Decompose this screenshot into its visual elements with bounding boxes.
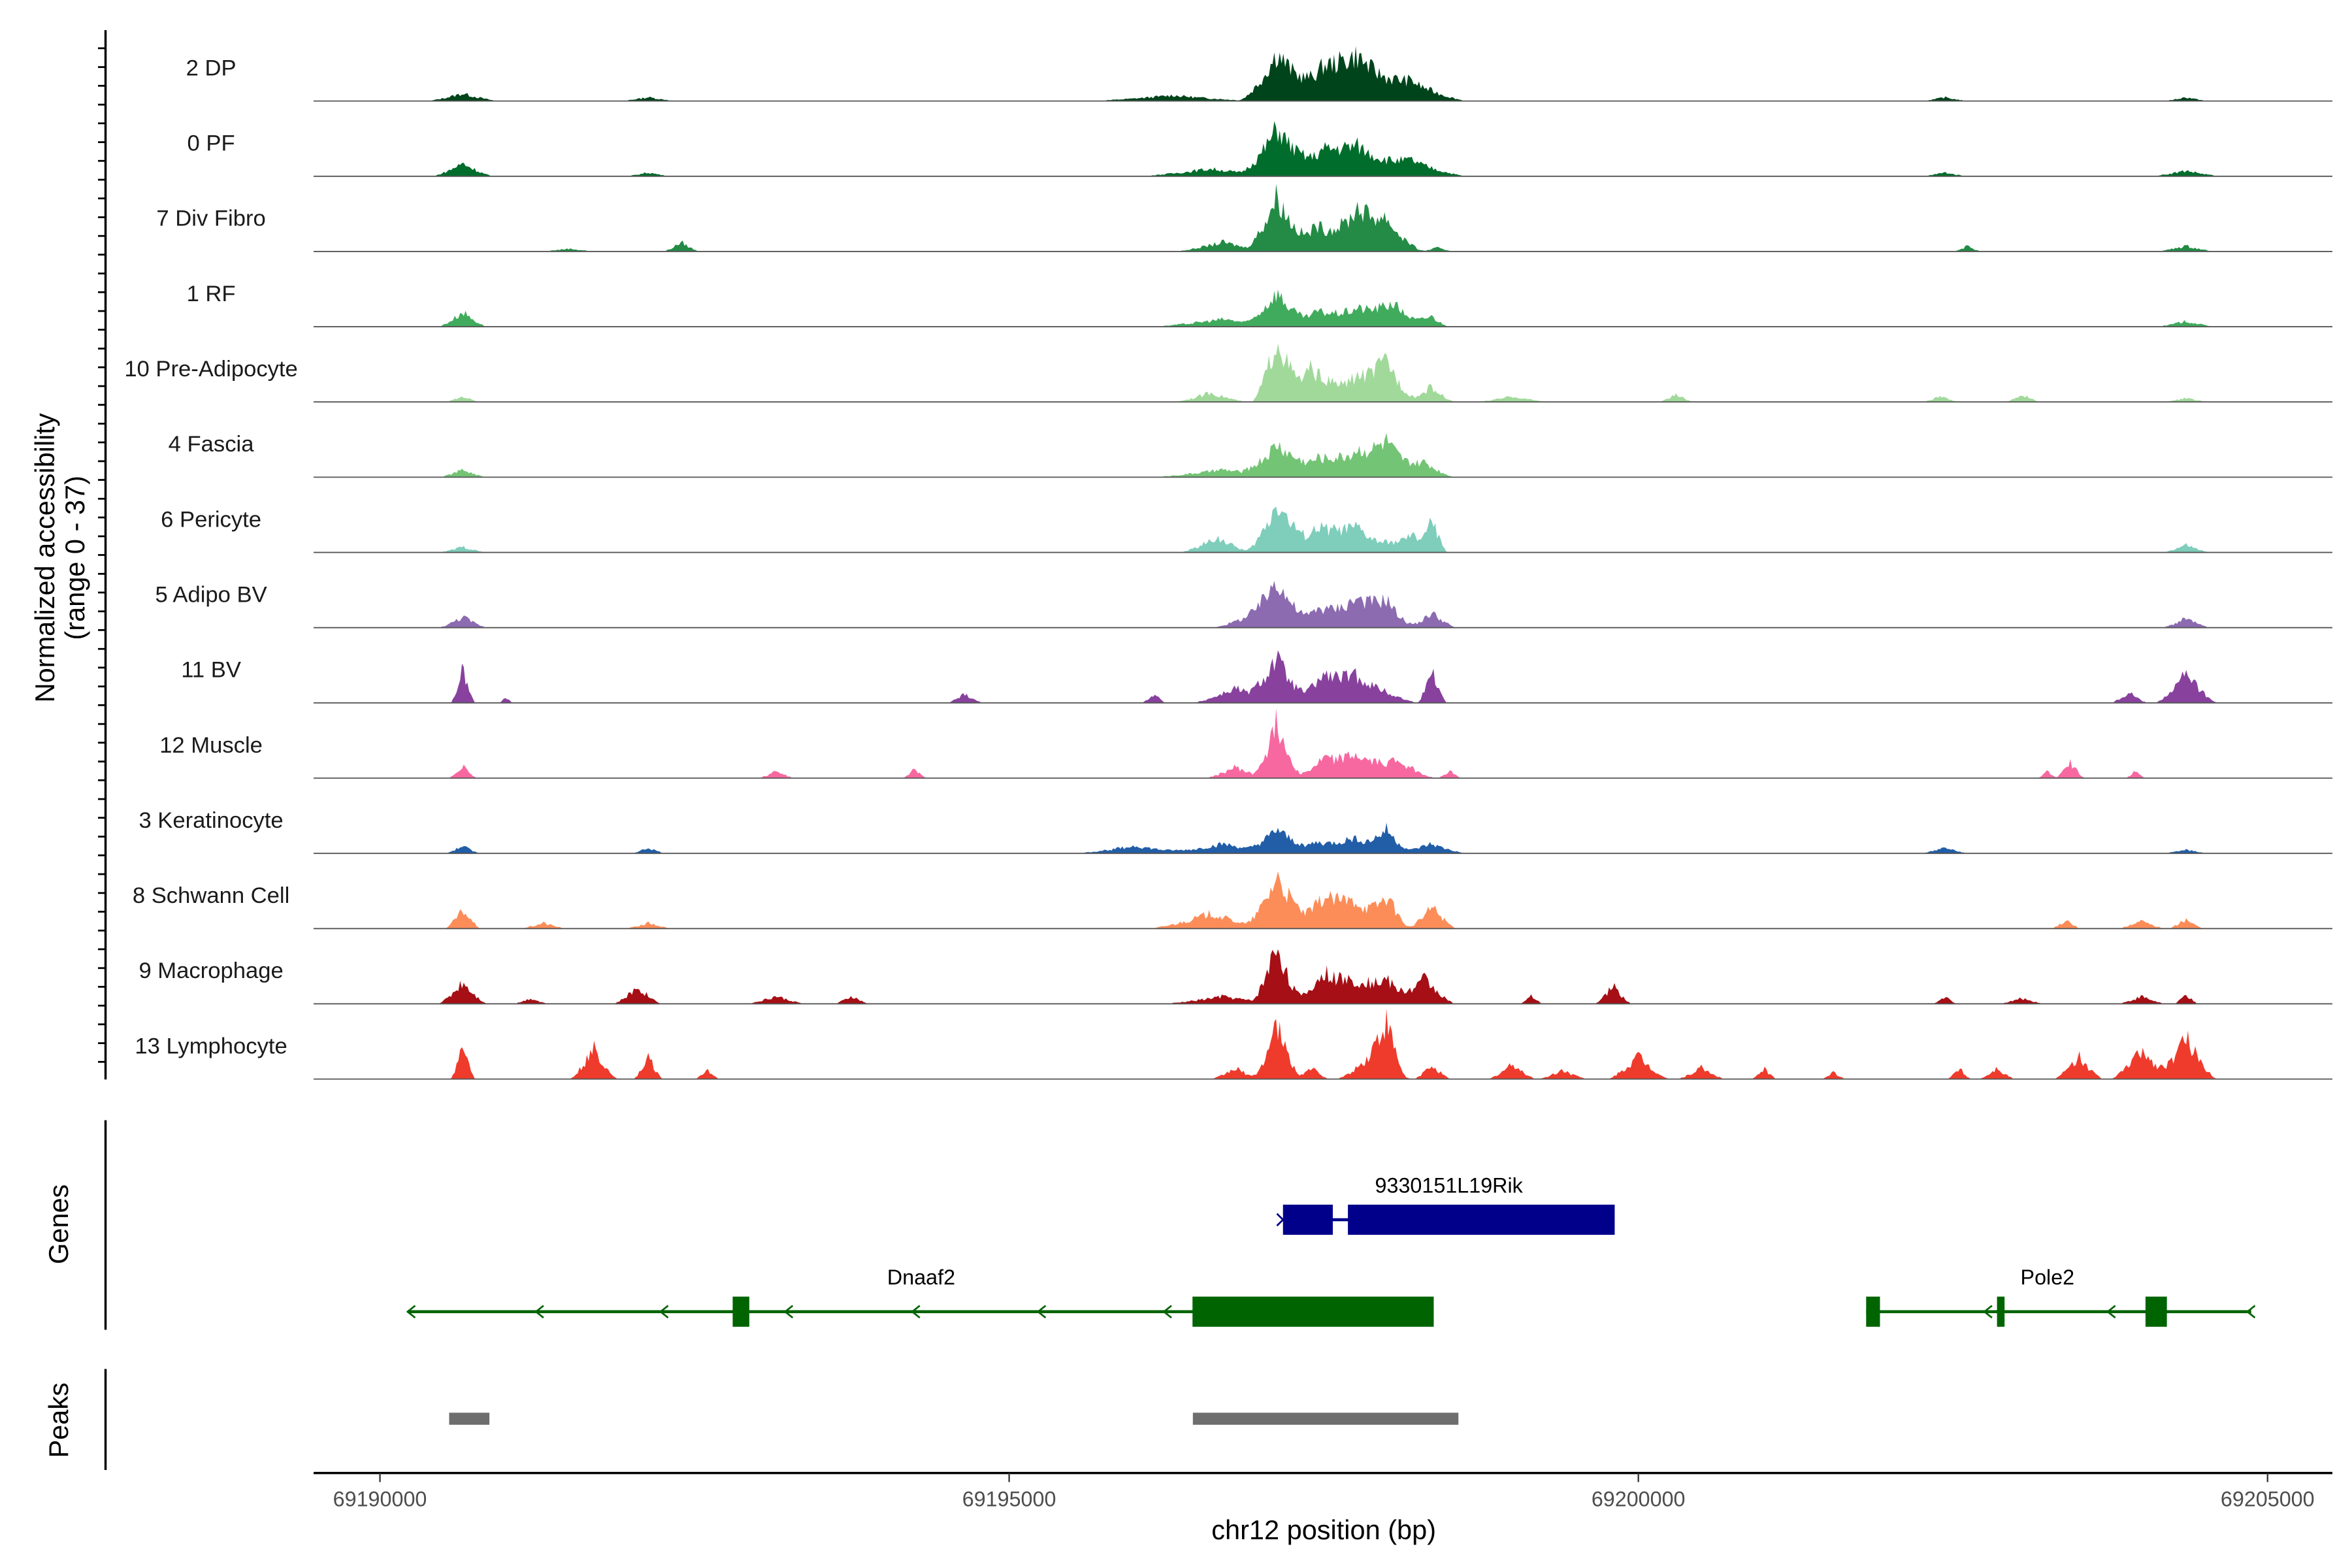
track-label: 5 Adipo BV (155, 582, 267, 607)
track-0-pf: 0 PF (188, 121, 2332, 177)
y-axis-range: (range 0 - 37) (59, 476, 90, 640)
x-tick-label: 69205000 (2221, 1487, 2315, 1511)
x-tick-label: 69190000 (333, 1487, 427, 1511)
track-4-fascia: 4 Fascia (169, 432, 2332, 478)
y-axis-ticks (98, 47, 106, 1063)
coverage-area (314, 121, 2332, 176)
gene-exon (1997, 1296, 2005, 1327)
track-label: 9 Macrophage (139, 958, 283, 983)
gene-annotations: 9330151L19Rik Dnaaf2 Pole2 (406, 1173, 2256, 1327)
x-tick-label: 69200000 (1592, 1487, 1686, 1511)
peak-regions (449, 1413, 1459, 1425)
strand-arrow-icon (659, 1305, 669, 1319)
coverage-area (314, 184, 2332, 252)
track-5-adipo-bv: 5 Adipo BV (155, 581, 2332, 629)
gene-9330151l19rik: 9330151L19Rik (1276, 1173, 1615, 1235)
track-12-muscle: 12 Muscle (159, 708, 2332, 779)
peak-region-bar (449, 1413, 490, 1425)
x-axis-title: chr12 position (bp) (1211, 1514, 1436, 1545)
track-6-pericyte: 6 Pericyte (161, 506, 2332, 553)
coverage-area (314, 650, 2332, 703)
y-axis-title: Normalized accessibility (29, 413, 60, 702)
track-label: 7 Div Fibro (156, 206, 265, 231)
coverage-area (314, 506, 2332, 553)
track-label: 6 Pericyte (161, 507, 261, 532)
x-tick-label: 69195000 (962, 1487, 1056, 1511)
x-axis-ticks: 69190000 69195000 69200000 69205000 (333, 1473, 2315, 1511)
coverage-area (314, 949, 2332, 1004)
track-7-div-fibro: 7 Div Fibro (156, 184, 2332, 252)
track-label: 13 Lymphocyte (135, 1034, 287, 1058)
track-11-bv: 11 BV (181, 650, 2332, 704)
coverage-area (314, 823, 2332, 854)
strand-arrow-icon (1162, 1305, 1172, 1319)
strand-arrow-icon (2106, 1305, 2116, 1319)
track-3-keratinocyte: 3 Keratinocyte (139, 808, 2332, 855)
strand-arrow-icon (911, 1305, 921, 1319)
track-label: 1 RF (187, 282, 236, 306)
track-label: 4 Fascia (169, 432, 255, 457)
strand-arrow-icon (1036, 1305, 1047, 1319)
track-1-rf: 1 RF (187, 282, 2332, 327)
gene-pole2: Pole2 (1866, 1266, 2256, 1327)
coverage-tracks: 2 DP 0 PF 7 Div Fibro 1 RF 10 Pre-Adipocyte 4… (124, 46, 2332, 1080)
strand-arrow-icon (534, 1305, 544, 1319)
gene-exon (1348, 1204, 1615, 1235)
strand-arrow-icon (1276, 1213, 1284, 1227)
peaks-panel-label: Peaks (43, 1382, 74, 1458)
gene-label: 9330151L19Rik (1375, 1173, 1524, 1197)
track-label: 2 DP (186, 56, 237, 80)
gene-exon (732, 1296, 749, 1327)
gene-exon (1282, 1204, 1333, 1235)
track-8-schwann-cell: 8 Schwann Cell (133, 871, 2332, 930)
track-label: 12 Muscle (159, 733, 263, 758)
strand-arrow-icon (2246, 1305, 2256, 1319)
gene-exon (2145, 1296, 2167, 1327)
gene-label: Dnaaf2 (887, 1266, 955, 1289)
coverage-area (314, 343, 2332, 402)
track-10-pre-adipocyte: 10 Pre-Adipocyte (124, 343, 2332, 403)
coverage-area (314, 708, 2332, 778)
strand-arrow-icon (406, 1305, 416, 1319)
track-2-dp: 2 DP (186, 46, 2332, 102)
coverage-area (314, 433, 2332, 478)
track-label: 10 Pre-Adipocyte (124, 357, 298, 382)
gene-dnaaf2: Dnaaf2 (406, 1266, 1434, 1327)
track-label: 3 Keratinocyte (139, 808, 283, 833)
gene-exon (1192, 1296, 1434, 1327)
coverage-area (314, 46, 2332, 101)
genes-panel-label: Genes (43, 1184, 74, 1264)
coverage-area (314, 581, 2332, 628)
track-label: 0 PF (188, 131, 235, 156)
coverage-area (314, 1008, 2332, 1079)
coverage-area (314, 871, 2332, 929)
peak-region-bar (1192, 1413, 1459, 1425)
gene-label: Pole2 (2021, 1266, 2075, 1289)
track-label: 8 Schwann Cell (133, 883, 289, 908)
gene-exon (1866, 1296, 1880, 1327)
strand-arrow-icon (783, 1305, 794, 1319)
track-label: 11 BV (181, 658, 241, 683)
strand-arrow-icon (1983, 1305, 1993, 1319)
track-9-macrophage: 9 Macrophage (139, 949, 2332, 1005)
coverage-area (314, 289, 2332, 327)
track-13-lymphocyte: 13 Lymphocyte (135, 1008, 2332, 1080)
